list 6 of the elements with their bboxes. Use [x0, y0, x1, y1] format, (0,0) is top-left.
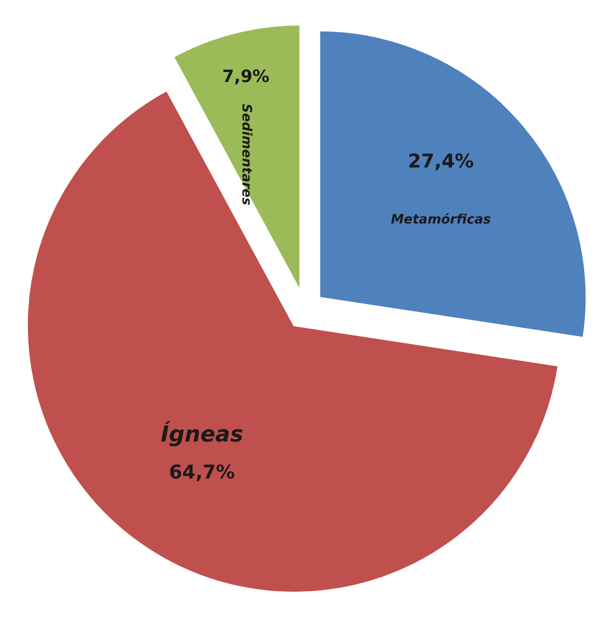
slice-label: Metamórficas [390, 212, 492, 228]
data-label: 64,7% [169, 461, 235, 484]
slice-label: Sedimentares [238, 104, 254, 206]
slice-label: Ígneas [160, 420, 244, 448]
data-label: 27,4% [408, 150, 474, 172]
data-label: 7,9% [222, 66, 270, 87]
